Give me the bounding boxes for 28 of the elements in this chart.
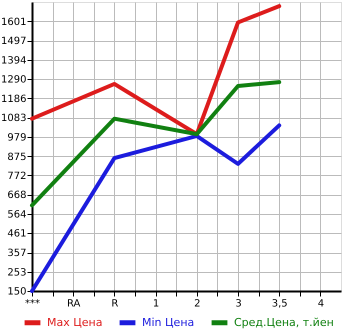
- y-tick-label: 1290: [1, 74, 26, 86]
- x-tick-label: 3: [235, 298, 242, 310]
- legend-label: Min Цена: [142, 316, 194, 329]
- y-tick-label: 1601: [1, 16, 26, 28]
- line-series: [30, 123, 282, 293]
- y-tick-label: 1497: [1, 36, 26, 48]
- y-tick-label: 1083: [1, 113, 26, 124]
- x-tick-label: RA: [67, 298, 81, 310]
- y-tick-label: 875: [7, 152, 26, 163]
- y-tick-label: 564: [7, 210, 26, 221]
- y-tick-label: 668: [7, 190, 26, 202]
- x-tick-label: 4: [318, 298, 324, 310]
- y-tick-label: 357: [7, 248, 26, 260]
- x-tick-label: ***: [25, 298, 40, 310]
- y-tick-label: 979: [7, 132, 26, 144]
- y-tick-label: 1394: [1, 55, 26, 66]
- x-tick-label: 3,5: [272, 298, 288, 310]
- x-tick-label: 2: [194, 298, 200, 310]
- y-tick-label: 461: [7, 228, 26, 240]
- legend-label: Max Цена: [47, 316, 102, 329]
- legend-label: Сред.Цена, т.йен: [234, 316, 334, 329]
- y-tick-label: 253: [7, 267, 26, 278]
- x-tick-label: 1: [152, 298, 160, 310]
- y-tick-label: 1186: [1, 94, 26, 105]
- x-tick-label: R: [111, 298, 118, 310]
- y-tick-label: 150: [7, 286, 26, 298]
- y-tick-label: 772: [7, 170, 26, 182]
- line-series: [30, 80, 282, 208]
